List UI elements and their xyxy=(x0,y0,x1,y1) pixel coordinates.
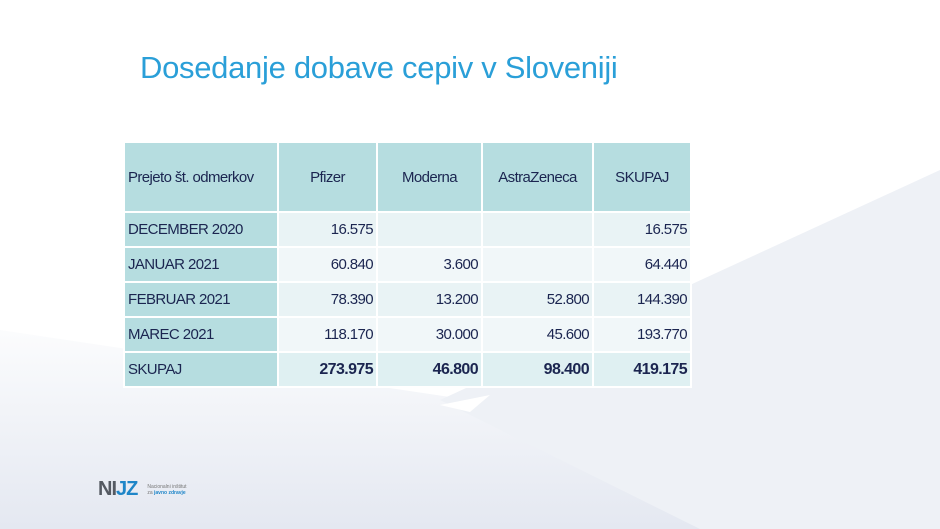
nijz-logo: NIJZ Nacionalni inštitut za javno zdravj… xyxy=(98,478,187,501)
page-title: Dosedanje dobave cepiv v Sloveniji xyxy=(140,50,618,85)
header-cell: SKUPAJ xyxy=(592,141,692,213)
header-cell: Prejeto št. odmerkov xyxy=(123,141,279,213)
vaccine-delivery-table: Prejeto št. odmerkov Pfizer Moderna Astr… xyxy=(123,141,692,388)
table-row: DECEMBER 2020 16.575 16.575 xyxy=(123,211,692,248)
cell: 3.600 xyxy=(376,246,483,283)
cell xyxy=(481,246,594,283)
header-cell: Pfizer xyxy=(277,141,378,213)
row-label: MAREC 2021 xyxy=(123,316,279,353)
logo-text: Nacionalni inštitut za javno zdravje xyxy=(147,484,186,496)
logo-mark: NIJZ xyxy=(98,478,138,501)
cell: 45.600 xyxy=(481,316,594,353)
cell: 78.390 xyxy=(277,281,378,318)
logo-mark-b: JZ xyxy=(116,478,138,500)
logo-line-1: Nacionalni inštitut xyxy=(147,483,187,490)
cell: 60.840 xyxy=(277,246,378,283)
total-row: SKUPAJ 273.975 46.800 98.400 419.175 xyxy=(123,351,692,388)
header-cell: AstraZeneca xyxy=(481,141,594,213)
header-cell: Moderna xyxy=(376,141,483,213)
cell: 16.575 xyxy=(592,211,692,248)
cell: 30.000 xyxy=(376,316,483,353)
row-label: SKUPAJ xyxy=(123,351,279,388)
total-cell: 419.175 xyxy=(592,351,692,388)
logo-line-2b: javno zdravje xyxy=(154,489,186,496)
table-row: JANUAR 2021 60.840 3.600 64.440 xyxy=(123,246,692,283)
total-cell: 98.400 xyxy=(481,351,594,388)
cell: 193.770 xyxy=(592,316,692,353)
row-label: FEBRUAR 2021 xyxy=(123,281,279,318)
cell xyxy=(376,211,483,248)
table-row: FEBRUAR 2021 78.390 13.200 52.800 144.39… xyxy=(123,281,692,318)
logo-line-2a: za xyxy=(147,489,153,496)
total-cell: 273.975 xyxy=(277,351,378,388)
cell: 144.390 xyxy=(592,281,692,318)
cell: 52.800 xyxy=(481,281,594,318)
row-label: DECEMBER 2020 xyxy=(123,211,279,248)
logo-mark-a: NI xyxy=(98,478,117,500)
cell: 118.170 xyxy=(277,316,378,353)
total-cell: 46.800 xyxy=(376,351,483,388)
cell: 13.200 xyxy=(376,281,483,318)
cell xyxy=(481,211,594,248)
row-label: JANUAR 2021 xyxy=(123,246,279,283)
cell: 64.440 xyxy=(592,246,692,283)
table-header-row: Prejeto št. odmerkov Pfizer Moderna Astr… xyxy=(123,141,692,213)
cell: 16.575 xyxy=(277,211,378,248)
table-row: MAREC 2021 118.170 30.000 45.600 193.770 xyxy=(123,316,692,353)
